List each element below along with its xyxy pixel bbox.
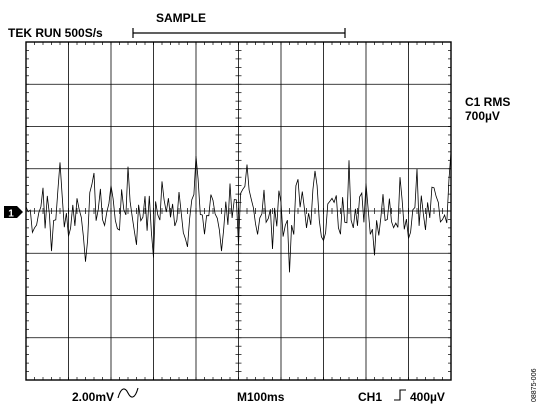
- figure-id: 08875-006: [531, 368, 538, 402]
- waveform-trace: [25, 151, 452, 273]
- trigger-level: 400µV: [410, 390, 445, 404]
- channel-1-marker-label: 1: [8, 209, 14, 220]
- trigger-status: TEK RUN 500S/s: [8, 26, 103, 40]
- acquisition-mode: SAMPLE: [156, 11, 207, 25]
- ac-coupling-icon: [117, 387, 139, 399]
- graticule-ticks: [25, 41, 452, 381]
- time-per-div: M100ms: [237, 390, 285, 404]
- waveform-series-line: [25, 151, 452, 273]
- channel-1-marker: [4, 206, 23, 218]
- measurement-value: 700µV: [465, 109, 500, 123]
- measurement-label: C1 RMS: [465, 95, 511, 109]
- trigger-channel: CH1: [358, 390, 383, 404]
- rising-edge-icon: [394, 389, 406, 401]
- volts-per-div: 2.00mV: [72, 390, 115, 404]
